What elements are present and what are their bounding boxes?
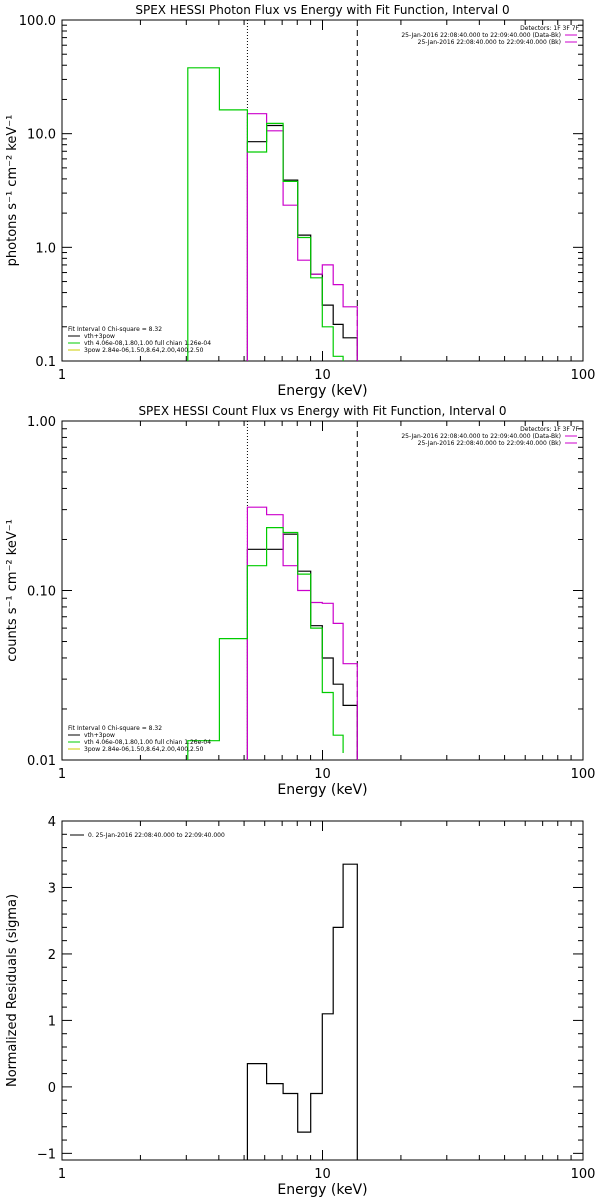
y-tick-label: 2	[48, 948, 56, 963]
x-tick-label: 10	[314, 368, 331, 383]
series-total-histogram	[246, 863, 358, 1160]
fit-legend-line: vth 4.06e-08,1.80,1.00 full chian 1.26e-…	[84, 340, 211, 347]
info-line: 25-Jan-2016 22:08:40.000 to 22:09:40.000…	[418, 440, 561, 447]
fit-legend-line: Fit Interval 0 Chi-square = 8.32	[68, 326, 162, 333]
chart-panel: 1 10 100 Energy (keV) −1 0 1 2 3 4 Normalized Resi…	[5, 815, 595, 1198]
info-line: 25-Jan-2016 22:08:40.000 to 22:09:40.000…	[401, 32, 561, 39]
y-tick-label: 1.0	[35, 241, 56, 256]
chart-panel: SPEX HESSI Count Flux vs Energy with Fit…	[5, 404, 595, 798]
y-tick-label: 3	[48, 881, 56, 896]
y-axis-label: photons s⁻¹ cm⁻² keV⁻¹	[5, 115, 20, 267]
fit-legend-line: Fit Interval 0 Chi-square = 8.32	[68, 725, 162, 732]
x-axis-label: Energy (keV)	[277, 782, 367, 798]
chart-panel: SPEX HESSI Photon Flux vs Energy with Fi…	[5, 3, 595, 399]
fit-legend-line: vth+3pow	[84, 333, 115, 340]
x-tick-label: 1	[58, 1167, 66, 1182]
info-line: 0. 25-Jan-2016 22:08:40.000 to 22:09:40.…	[88, 832, 225, 839]
info-line: Detectors: 1F 3F 7F	[520, 25, 579, 32]
x-tick-label: 100	[571, 767, 596, 782]
y-tick-label: −1	[37, 1147, 56, 1162]
y-tick-label: 0.1	[35, 355, 56, 370]
y-tick-label: 0.10	[27, 585, 56, 600]
x-tick-label: 100	[571, 368, 596, 383]
axes-frame	[61, 820, 584, 1161]
plot-area	[246, 863, 358, 1160]
series-data-histogram	[246, 506, 358, 760]
y-tick-label: 10.0	[27, 128, 56, 143]
y-tick-label: 0.01	[27, 754, 56, 769]
fit-legend-line: vth 4.06e-08,1.80,1.00 full chian 1.26e-…	[84, 739, 211, 746]
x-tick-label: 1	[58, 767, 66, 782]
y-axis-label: counts s⁻¹ cm⁻² keV⁻¹	[5, 519, 20, 662]
x-axis-label: Energy (keV)	[277, 1182, 367, 1198]
info-line: Detectors: 1F 3F 7F	[520, 426, 579, 433]
plot-area	[187, 506, 358, 760]
y-tick-label: 100.0	[19, 14, 56, 29]
axes-frame	[61, 420, 584, 761]
y-tick-label: 1.00	[27, 415, 56, 430]
fit-legend-line: 3pow 2.84e-06,1.50,8.64,2.00,400,2.50	[84, 347, 204, 354]
x-axis-label: Energy (keV)	[277, 383, 367, 399]
x-tick-label: 10	[314, 1167, 331, 1182]
series-data-histogram	[246, 113, 358, 361]
info-line: 25-Jan-2016 22:08:40.000 to 22:09:40.000…	[418, 39, 561, 46]
series-total-histogram	[246, 533, 358, 760]
series-thermal-histogram	[187, 527, 344, 760]
series-thermal-histogram	[187, 67, 344, 361]
fit-legend-line: 3pow 2.84e-06,1.50,8.64,2.00,400,2.50	[84, 746, 204, 753]
series-total-histogram	[246, 124, 358, 361]
x-tick-label: 10	[314, 767, 331, 782]
plot-area	[187, 67, 358, 361]
chart-title: SPEX HESSI Count Flux vs Energy with Fit…	[138, 404, 506, 418]
x-tick-label: 100	[571, 1167, 596, 1182]
y-axis-label: Normalized Residuals (sigma)	[5, 894, 20, 1087]
x-tick-label: 1	[58, 368, 66, 383]
info-line: 25-Jan-2016 22:08:40.000 to 22:09:40.000…	[401, 433, 561, 440]
y-tick-label: 4	[48, 815, 56, 830]
y-tick-label: 1	[48, 1014, 56, 1029]
fit-legend-line: vth+3pow	[84, 732, 115, 739]
chart-title: SPEX HESSI Photon Flux vs Energy with Fi…	[135, 3, 509, 17]
y-tick-label: 0	[48, 1081, 56, 1096]
